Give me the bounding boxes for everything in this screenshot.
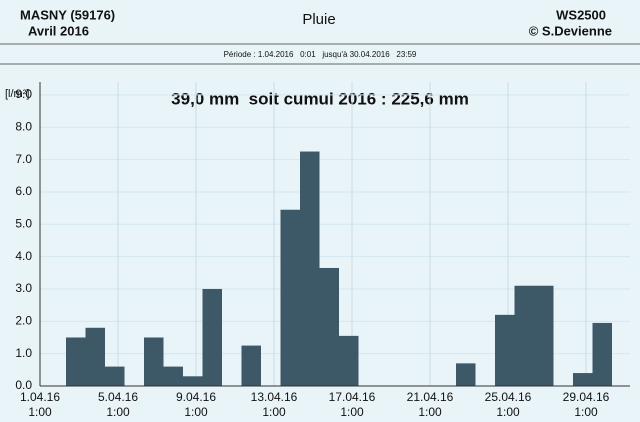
subtitle: 39,0 mm soit cumul 2016 : 225,6 mm xyxy=(171,89,469,108)
bar xyxy=(592,322,612,386)
y-tick-label: 6.0 xyxy=(15,184,32,198)
y-axis-label: [l/m²] xyxy=(5,88,29,100)
x-tick-label: 9.04.16 xyxy=(176,390,216,404)
x-tick-label: 13.04.16 xyxy=(251,390,298,404)
bar xyxy=(300,151,320,386)
bar xyxy=(105,366,125,386)
period: Période : 1.04.2016 0:01 jusqu'à 30.04.2… xyxy=(224,50,417,59)
x-tick-label: 17.04.16 xyxy=(329,390,376,404)
x-tick-time: 1:00 xyxy=(106,405,130,419)
y-tick-label: 3.0 xyxy=(15,281,32,295)
bar xyxy=(339,335,359,386)
y-tick-label: 5.0 xyxy=(15,216,32,230)
bar xyxy=(85,327,105,386)
y-tick-label: 0.0 xyxy=(15,378,32,392)
y-tick-label: 7.0 xyxy=(15,152,32,166)
bar xyxy=(534,285,554,386)
bar xyxy=(319,267,339,386)
x-tick-time: 1:00 xyxy=(262,405,286,419)
bar xyxy=(66,337,86,386)
station: MASNY (59176) xyxy=(20,7,115,22)
bar xyxy=(514,285,534,386)
x-tick-label: 5.04.16 xyxy=(98,390,138,404)
x-tick-label: 1.04.16 xyxy=(20,390,60,404)
x-tick-time: 1:00 xyxy=(574,405,598,419)
bar xyxy=(280,209,300,386)
bar xyxy=(495,314,515,386)
author: © S.Devienne xyxy=(529,23,612,38)
bar xyxy=(163,366,183,386)
x-tick-time: 1:00 xyxy=(28,405,52,419)
y-tick-label: 1.0 xyxy=(15,346,32,360)
x-tick-time: 1:00 xyxy=(340,405,364,419)
month: Avril 2016 xyxy=(28,23,89,38)
device: WS2500 xyxy=(556,7,606,22)
x-tick-label: 25.04.16 xyxy=(485,390,532,404)
bar xyxy=(202,288,222,386)
chart-title: Pluie xyxy=(302,11,335,28)
x-tick-time: 1:00 xyxy=(496,405,520,419)
x-tick-time: 1:00 xyxy=(418,405,442,419)
y-tick-label: 2.0 xyxy=(15,313,32,327)
y-tick-label: 9.0 xyxy=(15,87,32,101)
bar xyxy=(241,345,261,386)
y-tick-label: 4.0 xyxy=(15,249,32,263)
x-tick-label: 29.04.16 xyxy=(563,390,610,404)
bar xyxy=(144,337,164,386)
x-tick-time: 1:00 xyxy=(184,405,208,419)
x-tick-label: 21.04.16 xyxy=(407,390,454,404)
bar xyxy=(183,376,203,386)
y-tick-label: 8.0 xyxy=(15,119,32,133)
bar xyxy=(456,363,476,386)
bar xyxy=(573,373,593,386)
